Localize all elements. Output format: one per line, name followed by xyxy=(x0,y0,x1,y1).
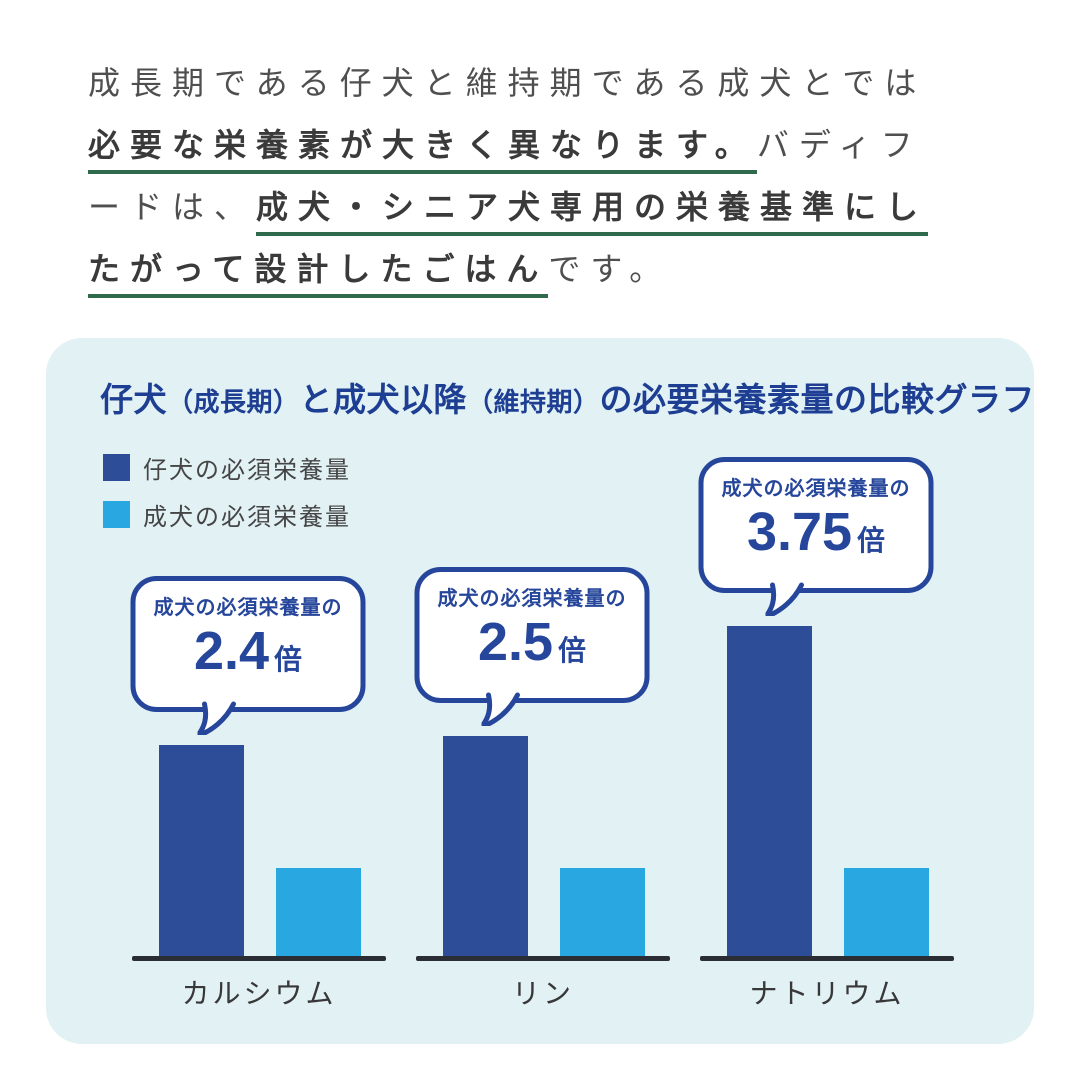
callout-bubble: 成犬の必須栄養量の 2.5 倍 xyxy=(414,567,650,726)
intro-line: 必要な栄養素が大きく異なります。バディフ xyxy=(88,114,1008,176)
category-label: ナトリウム xyxy=(749,978,905,1009)
multiplier-value: 3.75 xyxy=(746,502,853,562)
intro-text-emphasis: 成犬・シニア犬専用の栄養基準にし xyxy=(256,189,929,236)
adult-bar xyxy=(276,868,361,956)
chart-group: 成犬の必須栄養量の 2.4 倍カルシウム xyxy=(130,338,386,1044)
legend-label: 仔犬の必須栄養量 xyxy=(143,457,351,484)
bubble-value: 2.5 倍 xyxy=(438,613,627,685)
intro-text-emphasis: 必要な栄養素が大きく異なります。 xyxy=(88,127,757,174)
category-label: リン xyxy=(511,978,574,1009)
chart-title-segment: （成長期） xyxy=(167,387,300,417)
intro-text: ードは、 xyxy=(88,189,257,225)
chart-title-segment: 仔犬 xyxy=(100,381,167,418)
intro-line: 成長期である仔犬と維持期である成犬とでは xyxy=(88,52,1008,114)
intro-line: たがって設計したごはんです。 xyxy=(88,238,1008,300)
chart-title-segment: の必要栄養素量の比較グラフ xyxy=(599,381,1036,418)
legend-item-adult: 成犬の必須栄養量 xyxy=(103,500,351,531)
intro-text: バディフ xyxy=(756,127,923,163)
chart-group: 成犬の必須栄養量の 3.75 倍ナトリウム xyxy=(698,338,954,1044)
intro-text-emphasis: たがって設計したごはん xyxy=(88,251,549,298)
axis-baseline xyxy=(700,956,954,961)
multiplier-value: 2.4 xyxy=(193,620,270,681)
puppy-bar xyxy=(443,736,528,956)
category-label: カルシウム xyxy=(181,978,337,1009)
multiplier-unit: 倍 xyxy=(274,643,303,675)
adult-swatch-icon xyxy=(103,501,130,528)
intro-paragraph: 成長期である仔犬と維持期である成犬とでは 必要な栄養素が大きく異なります。バディ… xyxy=(88,52,1008,300)
chart-title: 仔犬（成長期）と成犬以降（維持期）の必要栄養素量の比較グラフ xyxy=(100,382,1035,425)
bubble-tail-icon xyxy=(197,701,236,735)
adult-bar xyxy=(844,868,929,956)
puppy-bar xyxy=(159,744,244,956)
axis-baseline xyxy=(132,956,386,961)
callout-bubble: 成犬の必須栄養量の 3.75 倍 xyxy=(698,457,934,616)
legend-label: 成犬の必須栄養量 xyxy=(143,504,351,531)
bubble-label: 成犬の必須栄養量の xyxy=(153,596,343,619)
bubble-tail-icon xyxy=(765,582,804,616)
chart-group: 成犬の必須栄養量の 2.5 倍リン xyxy=(414,338,670,1044)
multiplier-unit: 倍 xyxy=(558,635,587,666)
bubble-value: 3.75 倍 xyxy=(722,503,911,575)
chart-title-segment: （維持期） xyxy=(467,387,600,417)
puppy-bar xyxy=(727,626,812,956)
chart-legend: 仔犬の必須栄養量 成犬の必須栄養量 xyxy=(103,453,351,547)
intro-text: 成長期である仔犬と維持期である成犬とでは xyxy=(88,65,927,101)
axis-baseline xyxy=(416,956,670,961)
bubble-value: 2.4 倍 xyxy=(154,622,343,694)
multiplier-value: 2.5 xyxy=(477,612,554,672)
adult-bar xyxy=(560,868,645,956)
intro-text: です。 xyxy=(548,251,672,287)
legend-item-puppy: 仔犬の必須栄養量 xyxy=(103,453,351,484)
bubble-label: 成犬の必須栄養量の xyxy=(437,588,627,610)
chart-card: 仔犬（成長期）と成犬以降（維持期）の必要栄養素量の比較グラフ 仔犬の必須栄養量 … xyxy=(46,338,1035,1044)
intro-line: ードは、成犬・シニア犬専用の栄養基準にし xyxy=(88,176,1008,238)
bubble-label: 成犬の必須栄養量の xyxy=(721,478,911,500)
bubble-tail-icon xyxy=(481,692,520,726)
chart-title-segment: と成犬以降 xyxy=(299,381,468,418)
callout-bubble: 成犬の必須栄養量の 2.4 倍 xyxy=(130,575,366,735)
multiplier-unit: 倍 xyxy=(857,525,886,556)
bar-chart: 成犬の必須栄養量の 2.4 倍カルシウム 成犬の必須栄養量の 2.5 倍リン 成犬の必須栄養… xyxy=(46,338,1034,1044)
puppy-swatch-icon xyxy=(103,454,130,481)
